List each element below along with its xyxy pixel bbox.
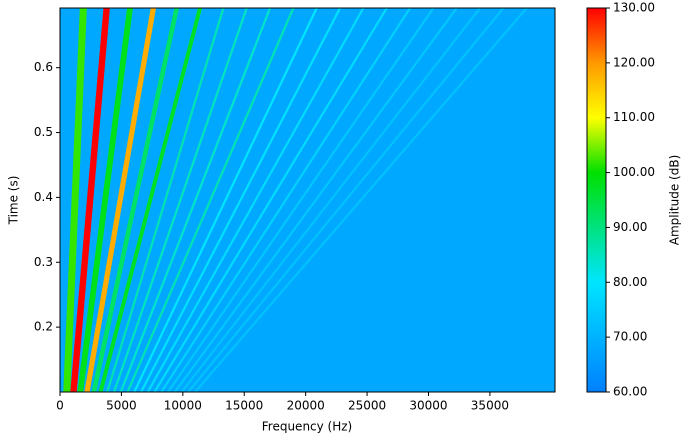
colorbar-tick-label: 80.00 <box>613 275 647 289</box>
ridge-line <box>187 8 505 392</box>
ridge <box>91 8 179 392</box>
ridge-line <box>91 8 179 392</box>
ridge-line <box>140 8 342 392</box>
ridge <box>119 8 272 392</box>
x-tick-label: 0 <box>56 399 64 413</box>
ridge <box>133 8 318 392</box>
colorbar-tick-label: 120.00 <box>613 55 655 69</box>
ridge <box>106 8 225 392</box>
plot-area <box>60 8 555 392</box>
ridge <box>84 8 156 392</box>
y-tick-label: 0.2 <box>34 320 53 334</box>
ridge-line <box>84 8 156 392</box>
ridge-line <box>173 8 458 392</box>
colorbar-tick-label: 60.00 <box>613 385 647 399</box>
ridge <box>160 8 411 392</box>
ridge-line <box>119 8 272 392</box>
colorbar <box>586 7 607 393</box>
ridge <box>146 8 365 392</box>
ridge <box>194 8 528 392</box>
ridge-line <box>146 8 365 392</box>
x-tick-label: 25000 <box>348 399 386 413</box>
x-tick-label: 20000 <box>287 399 325 413</box>
ridge <box>98 8 202 392</box>
y-axis-label: Time (s) <box>7 176 21 226</box>
ridge <box>77 8 133 392</box>
y-tick-label: 0.6 <box>34 60 53 74</box>
colorbar-tick-label: 130.00 <box>613 1 655 15</box>
x-axis-label: Frequency (Hz) <box>262 420 353 434</box>
ridge <box>153 8 388 392</box>
ridge-line <box>160 8 411 392</box>
ridge-line <box>167 8 435 392</box>
x-tick-label: 10000 <box>164 399 202 413</box>
ridge <box>126 8 295 392</box>
ridge <box>187 8 505 392</box>
colorbar-tick-label: 110.00 <box>613 110 655 124</box>
ridge-line <box>133 8 318 392</box>
ridge <box>173 8 458 392</box>
x-tick-label: 15000 <box>225 399 263 413</box>
ridge <box>140 8 342 392</box>
ridge <box>167 8 435 392</box>
plot-frame <box>59 7 556 393</box>
ridge <box>70 8 110 392</box>
colorbar-tick-label: 100.00 <box>613 165 655 179</box>
ridge <box>180 8 481 392</box>
y-tick-label: 0.5 <box>34 125 53 139</box>
ridge <box>113 8 248 392</box>
ridge-line <box>113 8 248 392</box>
ridge-line <box>180 8 481 392</box>
ridge-line <box>98 8 202 392</box>
ridge-line <box>70 8 110 392</box>
x-tick-label: 35000 <box>471 399 509 413</box>
x-tick-label: 30000 <box>409 399 447 413</box>
ridge-line <box>153 8 388 392</box>
ridge-line <box>194 8 528 392</box>
ridge-line <box>63 8 87 392</box>
colorbar-tick-label: 90.00 <box>613 220 647 234</box>
ridge <box>63 8 87 392</box>
y-tick-label: 0.4 <box>34 190 53 204</box>
colorbar-label: Amplitude (dB) <box>668 155 682 246</box>
ridge-line <box>77 8 133 392</box>
x-tick-label: 5000 <box>106 399 137 413</box>
ridge-line <box>126 8 295 392</box>
y-tick-label: 0.3 <box>34 255 53 269</box>
colorbar-tick-label: 70.00 <box>613 330 647 344</box>
ridge-line <box>106 8 225 392</box>
